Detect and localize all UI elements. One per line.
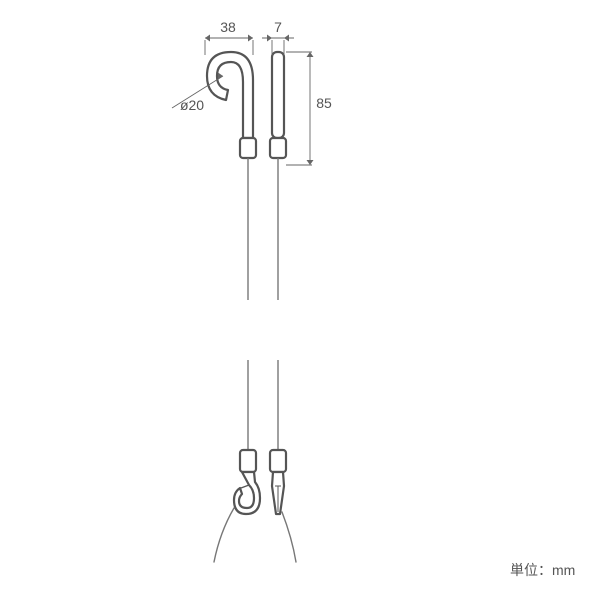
hook-side bbox=[272, 52, 284, 138]
wire-tail-2 bbox=[282, 512, 296, 562]
crimp-side bbox=[270, 138, 286, 158]
dim-7: 7 bbox=[274, 19, 282, 35]
wire-tail-1 bbox=[214, 508, 234, 562]
dim-38: 38 bbox=[220, 19, 236, 35]
hook-front bbox=[207, 52, 253, 138]
dim-85: 85 bbox=[316, 95, 332, 111]
snap-hook-front bbox=[234, 472, 260, 514]
unit-label: 単位：mm bbox=[510, 562, 575, 578]
crimp-side-bot bbox=[270, 450, 286, 472]
dim-inner-dia: ø20 bbox=[180, 97, 204, 113]
crimp-front bbox=[240, 138, 256, 158]
crimp-front-bot bbox=[240, 450, 256, 472]
